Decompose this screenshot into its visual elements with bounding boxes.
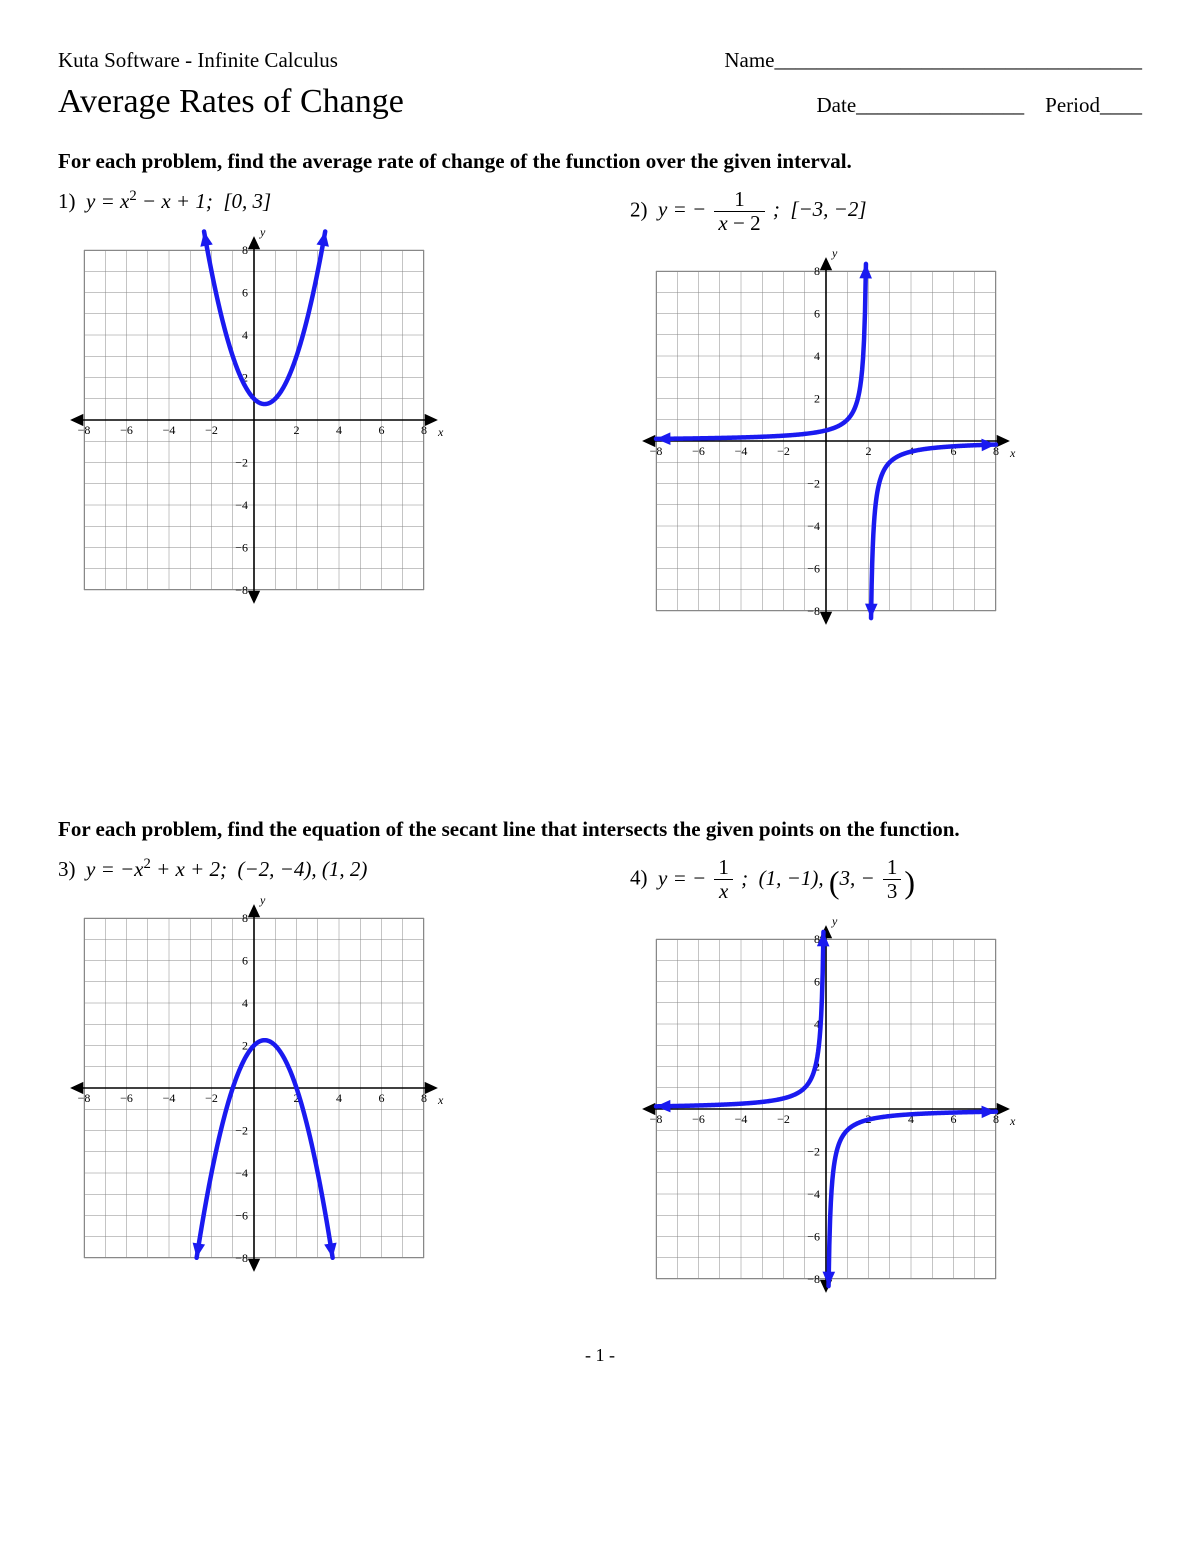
svg-text:2: 2 (294, 423, 300, 437)
svg-text:−4: −4 (163, 423, 176, 437)
svg-text:−4: −4 (807, 519, 820, 533)
svg-text:6: 6 (379, 1091, 385, 1105)
problem-2: 2) y = − 1x − 2 ; [−3, −2] −8 −6 −4 −2 2 4 6 8 −… (630, 188, 1142, 637)
svg-text:−6: −6 (120, 1091, 133, 1105)
svg-text:2: 2 (866, 444, 872, 458)
svg-text:4: 4 (814, 349, 820, 363)
svg-text:6: 6 (242, 286, 248, 300)
svg-text:−4: −4 (807, 1187, 820, 1201)
chart-2: −8−6−4−22468−8−6−4−22468xy (630, 245, 1142, 637)
svg-text:8: 8 (814, 264, 820, 278)
svg-text:−4: −4 (163, 1091, 176, 1105)
problem-1-number: 1) (58, 189, 76, 213)
svg-text:−4: −4 (735, 444, 748, 458)
svg-text:y: y (259, 225, 266, 239)
page-footer: - 1 - (58, 1345, 1142, 1366)
problem-4: 4) y = − 1x ; (1, −1), (3, − 13) −8 −6 −4 −… (630, 856, 1142, 1305)
svg-text:−4: −4 (235, 1166, 248, 1180)
svg-text:−2: −2 (235, 456, 248, 470)
chart-1: −8−6−4−22468−8−6−4−22468xy (58, 224, 570, 616)
svg-text:−6: −6 (807, 562, 820, 576)
svg-text:−2: −2 (807, 477, 820, 491)
svg-text:−8: −8 (807, 604, 820, 618)
svg-text:8: 8 (242, 911, 248, 925)
svg-text:8: 8 (421, 1091, 427, 1105)
instruction-2: For each problem, find the equation of t… (58, 817, 1142, 842)
svg-text:−6: −6 (807, 1230, 820, 1244)
svg-text:−2: −2 (777, 444, 790, 458)
name-field-label: Name___________________________________ (724, 48, 1142, 73)
problem-2-expression: y = − 1x − 2 ; [−3, −2] (658, 197, 867, 221)
svg-text:8: 8 (993, 1112, 999, 1126)
svg-text:x: x (1009, 446, 1016, 460)
problem-4-number: 4) (630, 866, 648, 890)
svg-text:−8: −8 (650, 1112, 663, 1126)
svg-text:4: 4 (336, 423, 342, 437)
chart-3: −8−6−4−22468−8−6−4−22468xy (58, 892, 570, 1284)
svg-text:4: 4 (242, 996, 248, 1010)
problem-1-expression: y = x2 − x + 1; [0, 3] (86, 189, 271, 213)
svg-text:−6: −6 (120, 423, 133, 437)
svg-text:−2: −2 (235, 1124, 248, 1138)
svg-text:8: 8 (242, 243, 248, 257)
svg-text:−2: −2 (205, 1091, 218, 1105)
chart-4: −8−6−4−22468−8−6−4−22468xy (630, 913, 1142, 1305)
svg-text:−8: −8 (807, 1272, 820, 1286)
svg-text:4: 4 (242, 328, 248, 342)
svg-text:6: 6 (814, 307, 820, 321)
problem-3: 3) y = −x2 + x + 2; (−2, −4), (1, 2) −8 −… (58, 856, 570, 1305)
svg-text:6: 6 (814, 975, 820, 989)
svg-text:2: 2 (242, 1039, 248, 1053)
svg-text:6: 6 (242, 954, 248, 968)
svg-text:−8: −8 (235, 583, 248, 597)
svg-text:8: 8 (421, 423, 427, 437)
svg-text:y: y (259, 893, 266, 907)
problem-4-expression: y = − 1x ; (1, −1), (3, − 13) (658, 866, 915, 890)
svg-text:−6: −6 (692, 1112, 705, 1126)
svg-text:x: x (437, 1093, 444, 1107)
problem-3-expression: y = −x2 + x + 2; (−2, −4), (1, 2) (86, 857, 367, 881)
problem-1: 1) y = x2 − x + 1; [0, 3] −8 −6 −4 −2 2 4 6 8 −8… (58, 188, 570, 637)
svg-text:−8: −8 (650, 444, 663, 458)
svg-text:6: 6 (379, 423, 385, 437)
svg-text:−8: −8 (78, 1091, 91, 1105)
svg-text:−6: −6 (235, 1209, 248, 1223)
date-field-label: Date________________ (817, 93, 1025, 117)
svg-text:x: x (437, 425, 444, 439)
problem-2-number: 2) (630, 197, 648, 221)
svg-text:−2: −2 (807, 1145, 820, 1159)
svg-text:4: 4 (336, 1091, 342, 1105)
svg-text:x: x (1009, 1114, 1016, 1128)
svg-text:−6: −6 (692, 444, 705, 458)
svg-text:−4: −4 (735, 1112, 748, 1126)
instruction-1: For each problem, find the average rate … (58, 149, 1142, 174)
svg-text:2: 2 (814, 392, 820, 406)
svg-text:−8: −8 (235, 1251, 248, 1265)
svg-text:−8: −8 (78, 423, 91, 437)
svg-text:−6: −6 (235, 541, 248, 555)
svg-text:y: y (831, 246, 838, 260)
brand-text: Kuta Software - Infinite Calculus (58, 48, 338, 73)
svg-text:−2: −2 (205, 423, 218, 437)
svg-text:y: y (831, 914, 838, 928)
problem-3-number: 3) (58, 857, 76, 881)
page-title: Average Rates of Change (58, 83, 404, 121)
period-field-label: Period____ (1045, 93, 1142, 117)
svg-text:−2: −2 (777, 1112, 790, 1126)
svg-text:−4: −4 (235, 498, 248, 512)
